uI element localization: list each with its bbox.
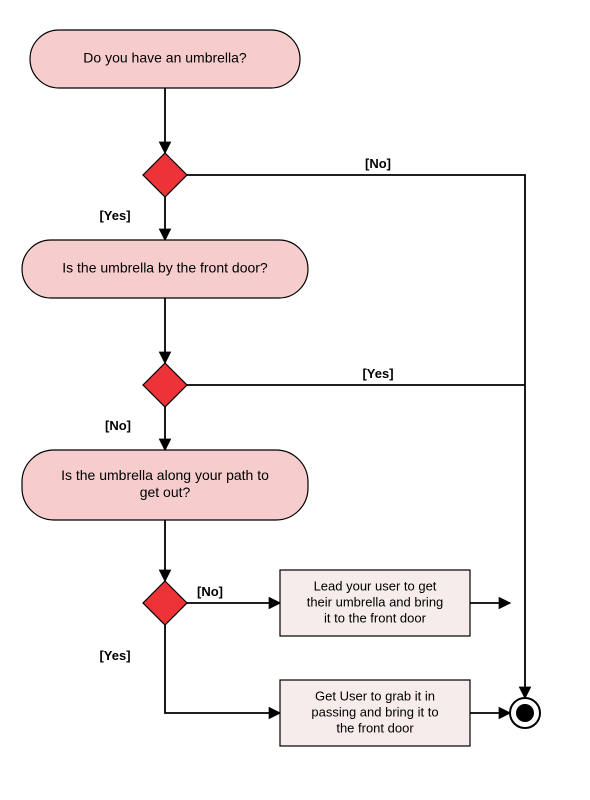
- box-label-b2: the front door: [336, 720, 414, 735]
- nodes: Do you have an umbrella? Is the umbrella …: [22, 30, 540, 746]
- edge-label-d2-no: [No]: [105, 418, 131, 433]
- diamond-d2: [143, 363, 187, 407]
- diamond-d3: [143, 581, 187, 625]
- edge-label-d3-yes: [Yes]: [99, 648, 130, 663]
- edge-label-d2-yes: [Yes]: [362, 366, 393, 381]
- edge-d3-yes: [165, 625, 280, 713]
- box-label-b2: Get User to grab it in: [315, 688, 435, 703]
- flowchart: [No][Yes][Yes][No][No][Yes]Do you have a…: [0, 0, 590, 800]
- edge-label-d1-yes: [Yes]: [99, 208, 130, 223]
- pill-label-q3: Is the umbrella along your path to: [61, 467, 269, 483]
- box-label-b1: it to the front door: [324, 610, 427, 625]
- pill-label-q1: Do you have an umbrella?: [83, 50, 247, 66]
- edge-label-d1-no: [No]: [365, 156, 391, 171]
- box-label-b1: Lead your user to get: [314, 578, 437, 593]
- diamond-d1: [143, 153, 187, 197]
- terminal-inner: [516, 704, 534, 722]
- box-label-b2: passing and bring it to: [311, 704, 438, 719]
- box-label-b1: their umbrella and bring: [307, 594, 444, 609]
- edge-label-d3-no: [No]: [197, 584, 223, 599]
- pill-label-q3: get out?: [140, 484, 191, 500]
- pill-label-q2: Is the umbrella by the front door?: [62, 260, 268, 276]
